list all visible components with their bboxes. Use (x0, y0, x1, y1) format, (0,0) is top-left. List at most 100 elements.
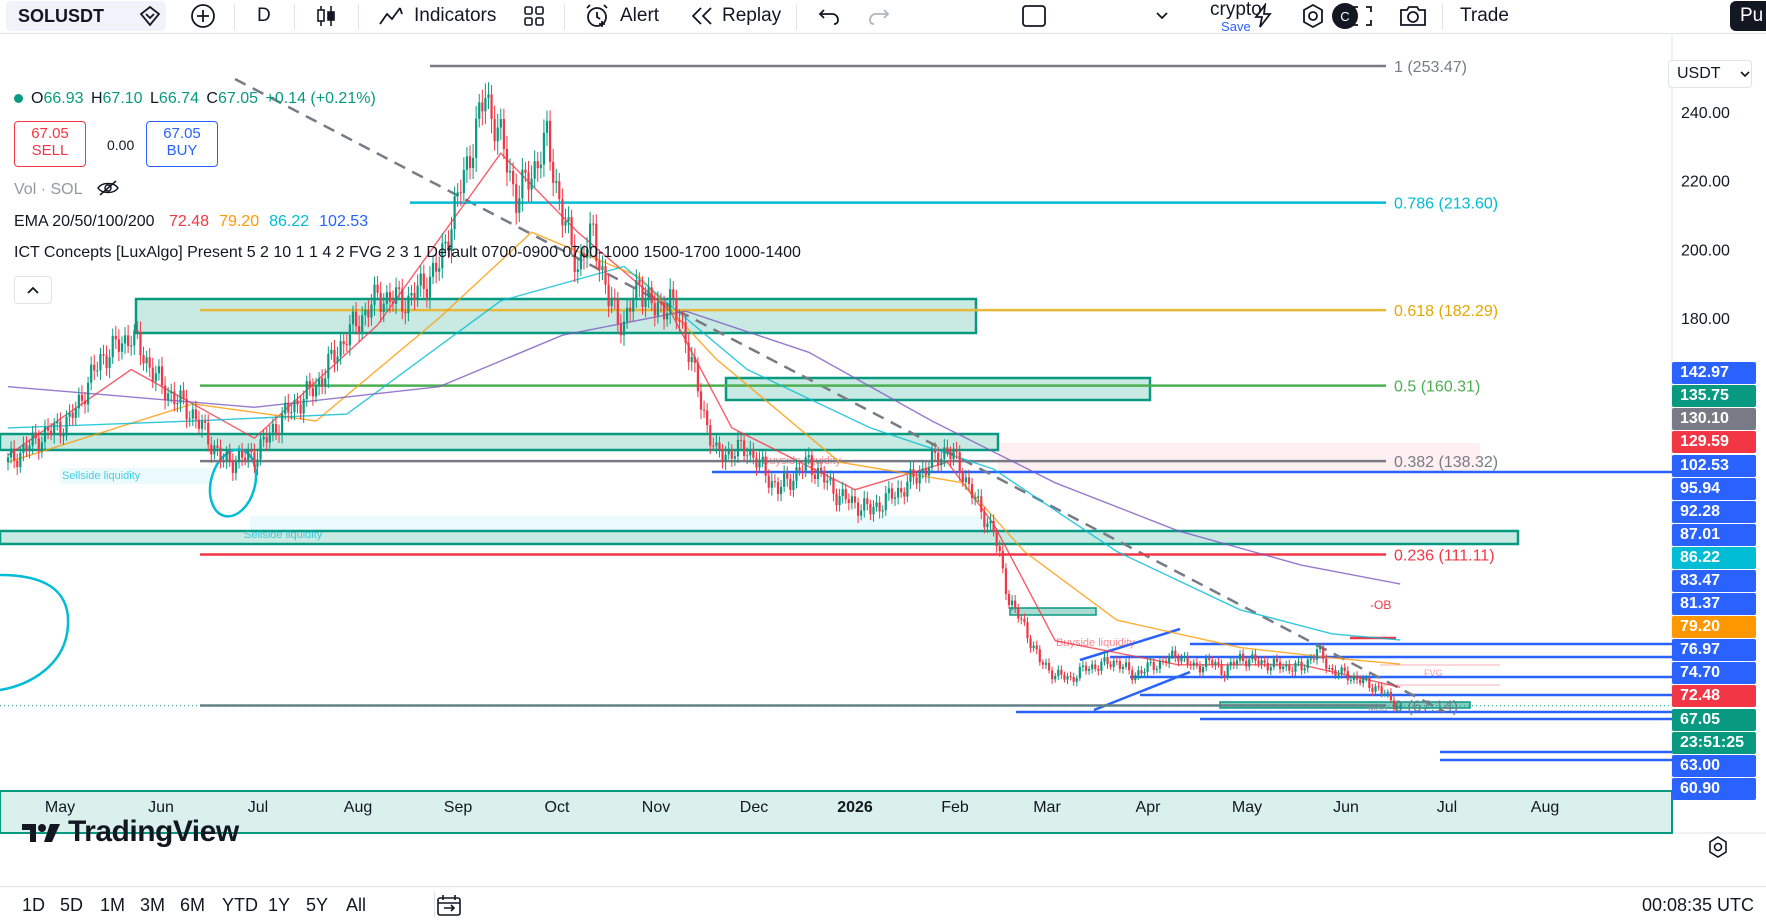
trade-button[interactable]: Trade (1460, 0, 1509, 32)
candles-chart-type-icon[interactable] (314, 0, 338, 32)
candle-body (548, 120, 552, 162)
candle-body (847, 499, 850, 503)
indicators-button[interactable]: Indicators (378, 0, 496, 32)
goto-date-calendar-icon[interactable] (434, 893, 464, 920)
candle-body (625, 307, 629, 322)
candle-body (1192, 662, 1195, 666)
candle-body (1078, 666, 1081, 679)
range-button-1m[interactable]: 1M (100, 895, 126, 915)
candle-body (1087, 668, 1091, 671)
favorite-diamond-icon[interactable] (138, 0, 162, 32)
candle-body (669, 289, 672, 313)
candle-body (900, 487, 903, 493)
hidden-eye-icon[interactable] (96, 180, 120, 196)
interval-button[interactable]: D (257, 0, 271, 32)
candle-body (16, 460, 19, 468)
sell-button[interactable]: 67.05 SELL (14, 121, 86, 167)
price-chart[interactable]: Buyside liquidity Buyside liquidity Sell… (0, 35, 1766, 885)
candle-body (644, 297, 647, 307)
symbol-search-button[interactable]: SOLUSDT (6, 1, 166, 31)
candle-body (1328, 668, 1331, 670)
volume-indicator-row[interactable]: Vol · SOL (14, 180, 120, 199)
quick-search-lightning-icon[interactable] (1250, 0, 1276, 32)
candle-body (219, 447, 222, 462)
buyside-liquidity-label-2: Buyside liquidity (1056, 637, 1135, 649)
candle-body (555, 181, 558, 183)
range-button-5d[interactable]: 5D (60, 895, 84, 915)
candle-body (133, 330, 136, 346)
redo-icon[interactable] (868, 0, 890, 32)
chart-area[interactable]: Buyside liquidity Buyside liquidity Sell… (0, 35, 1766, 885)
candle-body (521, 169, 524, 199)
layout-menu-chevron-icon[interactable] (1154, 0, 1170, 32)
candle-body (293, 400, 296, 413)
fibonacci-retracement[interactable]: 1 (253.47) 0.786 (213.60) 0.618 (182.29) 0.… (200, 59, 1498, 715)
indicator-templates-grid-icon[interactable] (522, 0, 546, 32)
candle-body (924, 468, 927, 476)
settings-gear-icon[interactable] (1300, 0, 1326, 32)
candle-body (404, 311, 407, 314)
zones-layer (0, 77, 1673, 834)
candle-body (1257, 660, 1260, 665)
ict-indicator-row[interactable]: ICT Concepts [LuxAlgo] Present 5 2 10 1 … (14, 244, 801, 262)
open-label: O (31, 90, 44, 107)
ema-line (7, 231, 1401, 665)
candle-body (1004, 568, 1008, 594)
candle-body (823, 470, 826, 483)
layout-square-icon[interactable] (1020, 0, 1048, 32)
candle-body (1248, 659, 1251, 667)
candle-body (527, 172, 530, 190)
time-tick-label: Sep (444, 799, 473, 816)
candle-body (662, 302, 666, 320)
candle-body (22, 444, 25, 453)
candle-body (955, 450, 958, 453)
range-button-all[interactable]: All (346, 895, 367, 915)
currency-select[interactable]: USDT (1668, 60, 1752, 88)
candle-body (1226, 665, 1229, 678)
candle-body (779, 486, 783, 495)
legend-collapse-button[interactable] (14, 276, 52, 304)
buy-label: BUY (166, 141, 198, 159)
scale-settings-gear-icon[interactable] (1706, 835, 1730, 864)
candle-body (508, 170, 512, 173)
candle-body (764, 457, 767, 476)
candle-body (776, 482, 780, 495)
candle-body (893, 497, 897, 499)
range-button-5y[interactable]: 5Y (306, 895, 329, 915)
publish-button[interactable]: Pu (1730, 1, 1766, 31)
publish-label: Pu (1740, 5, 1764, 26)
utc-clock[interactable]: 00:08:35 UTC (1641, 895, 1754, 915)
candle-body (1278, 661, 1282, 670)
candle-body (361, 315, 364, 332)
candle-body (1349, 679, 1352, 681)
buy-button[interactable]: 67.05 BUY (146, 121, 218, 167)
candle-body (838, 496, 841, 506)
candle-body (933, 450, 937, 453)
time-tick-label: Jun (1333, 799, 1359, 816)
candle-body (702, 409, 706, 411)
candle-body (533, 161, 536, 179)
candle-body (182, 390, 185, 399)
compare-symbol-plus-icon[interactable] (190, 0, 216, 32)
alert-label: Alert (620, 5, 660, 26)
range-button-ytd[interactable]: YTD (222, 895, 258, 915)
range-button-3m[interactable]: 3M (140, 895, 166, 915)
ema-indicator-row[interactable]: EMA 20/50/100/200 72.48 79.20 86.22 102.53 (14, 213, 368, 231)
candle-body (222, 460, 225, 462)
candle-body (1177, 657, 1180, 662)
range-button-6m[interactable]: 6M (180, 895, 206, 915)
candle-body (743, 440, 746, 456)
range-button-1y[interactable]: 1Y (268, 895, 291, 915)
candle-body (157, 366, 161, 374)
candle-body (1094, 664, 1097, 669)
replay-button[interactable]: Replay (690, 0, 781, 32)
range-button-1d[interactable]: 1D (22, 895, 46, 915)
candle-body (733, 456, 736, 459)
undo-icon[interactable] (818, 0, 840, 32)
price-scale-label: 129.59 (1672, 431, 1756, 453)
fullscreen-icon[interactable] (1350, 0, 1374, 32)
camera-snapshot-icon[interactable] (1398, 0, 1428, 32)
candle-body (1075, 678, 1078, 682)
alert-button[interactable]: Alert (584, 0, 659, 32)
save-layout-button[interactable]: crypto Save (1210, 0, 1262, 33)
